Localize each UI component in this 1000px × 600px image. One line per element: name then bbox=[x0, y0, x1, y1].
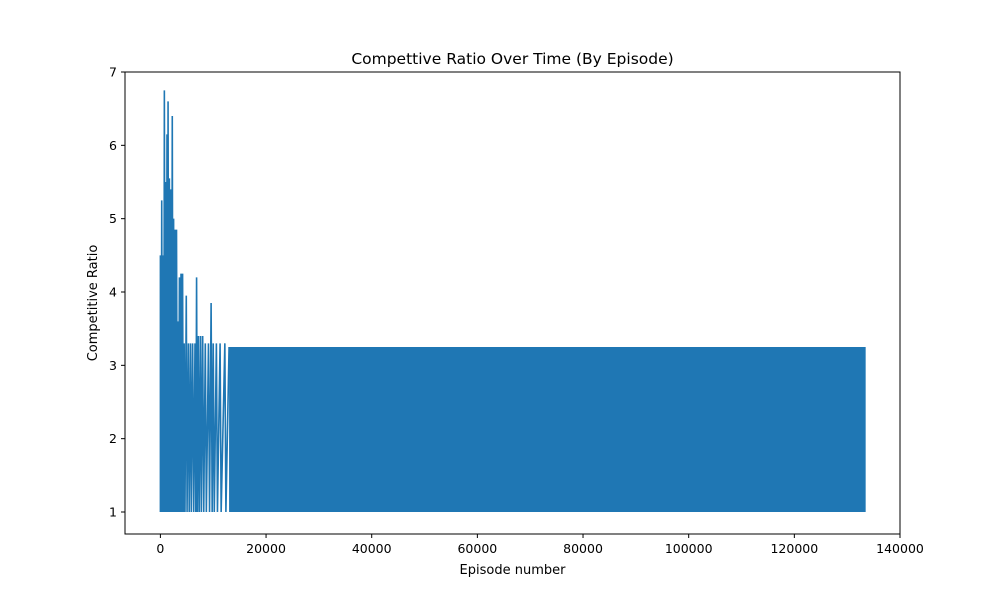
y-tick-label: 3 bbox=[109, 358, 117, 373]
y-tick-label: 4 bbox=[109, 285, 117, 300]
x-tick-label: 140000 bbox=[876, 541, 924, 556]
y-tick-label: 7 bbox=[109, 65, 117, 80]
y-tick-label: 5 bbox=[109, 211, 117, 226]
chart-title: Compettive Ratio Over Time (By Episode) bbox=[351, 50, 673, 68]
plot-frame bbox=[124, 71, 901, 535]
x-axis-label: Episode number bbox=[460, 563, 567, 578]
x-tick-label: 0 bbox=[156, 541, 164, 556]
x-axis: 0 20000 40000 60000 80000 100000 120000 140000 bbox=[156, 534, 924, 556]
y-axis-label: Competitive Ratio bbox=[86, 245, 101, 362]
x-tick-label: 120000 bbox=[770, 541, 818, 556]
series-0-dense-band bbox=[229, 347, 866, 512]
x-tick-label: 60000 bbox=[457, 541, 497, 556]
y-tick-label: 6 bbox=[109, 138, 117, 153]
x-tick-label: 80000 bbox=[563, 541, 603, 556]
y-tick-label: 2 bbox=[109, 431, 117, 446]
series-0-line bbox=[159, 90, 230, 513]
x-tick-label: 40000 bbox=[352, 541, 392, 556]
y-axis: 1 2 3 4 5 6 7 bbox=[109, 65, 125, 520]
plot-area bbox=[159, 90, 866, 513]
y-tick-label: 1 bbox=[109, 505, 117, 520]
x-tick-label: 100000 bbox=[665, 541, 713, 556]
x-tick-label: 20000 bbox=[246, 541, 286, 556]
